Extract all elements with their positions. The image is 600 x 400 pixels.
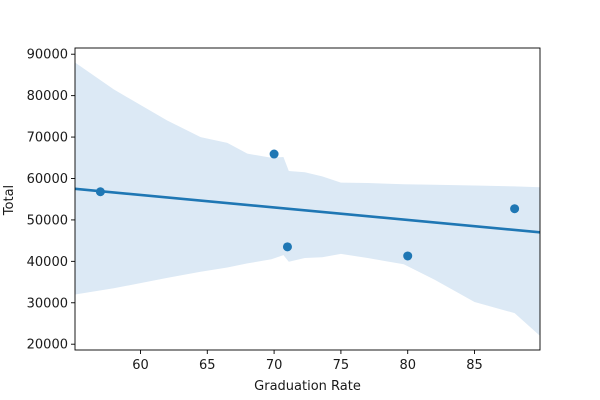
x-tick-label: 85 [466,358,483,373]
confidence-band [75,62,540,336]
data-point [95,187,105,197]
y-tick-label: 80000 [27,89,68,104]
x-tick-label: 75 [333,358,350,373]
y-tick-label: 50000 [27,213,68,228]
data-point [510,204,520,214]
axes-layer: 60 65 70 75 80 85 20000 30000 40000 50000 60000 700… [27,47,541,373]
confidence-band-layer [75,62,540,336]
x-tick-label: 60 [132,358,149,373]
y-tick-label: 40000 [27,255,68,270]
y-tick-label: 60000 [27,172,68,187]
plot-frame [74,47,541,351]
data-point [403,251,413,261]
y-tick-label: 70000 [27,131,68,146]
data-points-layer [95,149,520,261]
x-tick-label: 80 [399,358,416,373]
regression-line-layer [75,187,540,234]
y-tick-label: 90000 [27,48,68,63]
y-tick-label: 20000 [27,338,68,353]
data-point [269,149,279,159]
x-tick-label: 70 [266,358,283,373]
y-axis-label: Total [2,185,17,216]
y-tick-label: 30000 [27,296,68,311]
data-point [282,242,292,252]
x-tick-label: 65 [199,358,216,373]
regression-line [75,187,540,234]
x-axis-label: Graduation Rate [254,379,361,394]
